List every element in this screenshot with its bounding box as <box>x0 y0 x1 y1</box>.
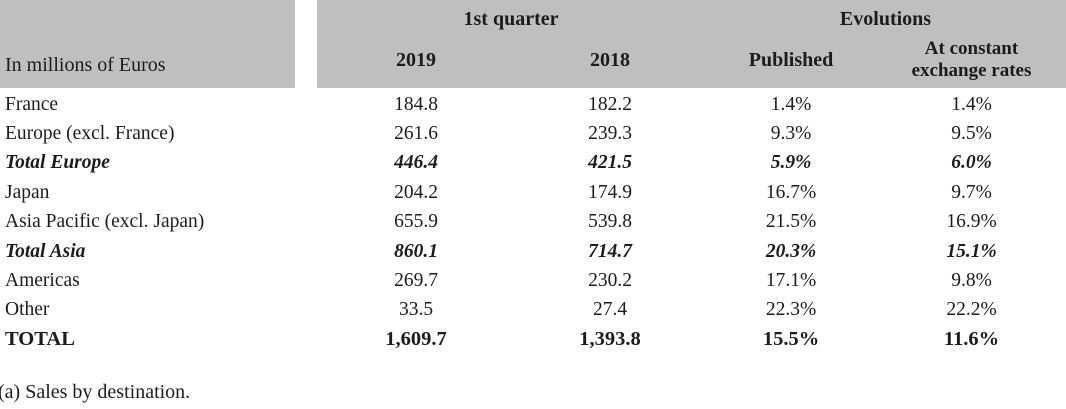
value-constant-rates: 22.2% <box>946 299 997 321</box>
unit-label: In millions of Euros <box>5 54 166 76</box>
row-label: Other <box>5 299 50 321</box>
table-row-americas: Americas 269.7 230.2 17.1% 9.8% <box>0 266 1066 295</box>
value-constant-rates: 1.4% <box>951 93 992 115</box>
unit-label-cell: In millions of Euros <box>0 0 295 88</box>
row-label: Japan <box>5 181 50 203</box>
column-header-2018: 2018 <box>590 48 630 71</box>
column-group-1st-quarter: 1st quarter <box>463 7 559 30</box>
column-headers-block: 1st quarter Evolutions 2019 2018 Publish… <box>317 0 1066 88</box>
table-row-europe-excl-france: Europe (excl. France) 261.6 239.3 9.3% 9… <box>0 119 1066 148</box>
footnote: (a) Sales by destination. <box>0 381 191 403</box>
value-published: 20.3% <box>765 240 817 262</box>
value-constant-rates: 16.9% <box>946 211 997 233</box>
value-published: 1.4% <box>770 93 812 115</box>
value-published: 21.5% <box>765 211 817 233</box>
row-label: Europe (excl. France) <box>5 123 175 145</box>
value-constant-rates: 9.8% <box>951 270 992 292</box>
table-row-total-asia: Total Asia 860.1 714.7 20.3% 15.1% <box>0 237 1066 266</box>
row-label: Total Europe <box>5 152 110 174</box>
value-2019: 261.6 <box>394 123 438 145</box>
value-constant-rates: 15.1% <box>946 240 997 262</box>
value-2019: 204.2 <box>394 181 438 203</box>
value-published: 16.7% <box>765 181 817 203</box>
value-2019: 1,609.7 <box>385 328 447 351</box>
value-2018: 182.2 <box>588 93 632 115</box>
column-header-2019: 2019 <box>396 48 436 71</box>
table-header: In millions of Euros 1st quarter Evoluti… <box>0 0 1066 88</box>
table-row-total-europe: Total Europe 446.4 421.5 5.9% 6.0% <box>0 149 1066 178</box>
value-2018: 239.3 <box>588 123 632 145</box>
value-published: 17.1% <box>765 270 817 292</box>
table-row-other: Other 33.5 27.4 22.3% 22.2% <box>0 296 1066 325</box>
value-constant-rates: 6.0% <box>951 152 992 174</box>
table-row-japan: Japan 204.2 174.9 16.7% 9.7% <box>0 178 1066 207</box>
row-label: Asia Pacific (excl. Japan) <box>5 211 205 233</box>
value-2019: 860.1 <box>394 240 438 262</box>
value-2018: 174.9 <box>588 181 632 203</box>
value-constant-rates: 9.7% <box>951 181 992 203</box>
column-header-constant-exchange-rates: At constant exchange rates <box>911 38 1032 81</box>
value-2018: 1,393.8 <box>579 328 641 351</box>
table-row-asia-pacific-excl-japan: Asia Pacific (excl. Japan) 655.9 539.8 2… <box>0 208 1066 237</box>
value-2019: 184.8 <box>394 93 438 115</box>
table-body: France 184.8 182.2 1.4% 1.4% Europe (exc… <box>0 90 1066 355</box>
table-row-grand-total: TOTAL 1,609.7 1,393.8 15.5% 11.6% <box>0 325 1066 354</box>
value-constant-rates: 9.5% <box>951 123 992 145</box>
value-2018: 421.5 <box>588 152 632 174</box>
row-label: Total Asia <box>5 240 86 262</box>
value-2019: 269.7 <box>394 270 438 292</box>
value-published: 5.9% <box>770 152 812 174</box>
value-2018: 230.2 <box>588 270 632 292</box>
value-2019: 33.5 <box>398 299 434 321</box>
value-2018: 714.7 <box>588 240 632 262</box>
value-published: 15.5% <box>762 328 820 351</box>
value-constant-rates: 11.6% <box>943 328 1000 351</box>
header-gap <box>295 0 317 88</box>
value-2019: 446.4 <box>394 152 438 174</box>
row-label: France <box>5 93 59 115</box>
value-published: 9.3% <box>770 123 812 145</box>
row-label: Americas <box>5 270 80 292</box>
column-header-published: Published <box>748 48 834 71</box>
table-row-france: France 184.8 182.2 1.4% 1.4% <box>0 90 1066 119</box>
value-2019: 655.9 <box>394 211 438 233</box>
column-group-evolutions: Evolutions <box>839 7 932 30</box>
row-label: TOTAL <box>5 328 75 351</box>
value-published: 22.3% <box>765 299 817 321</box>
value-2018: 539.8 <box>588 211 632 233</box>
value-2018: 27.4 <box>592 299 628 321</box>
